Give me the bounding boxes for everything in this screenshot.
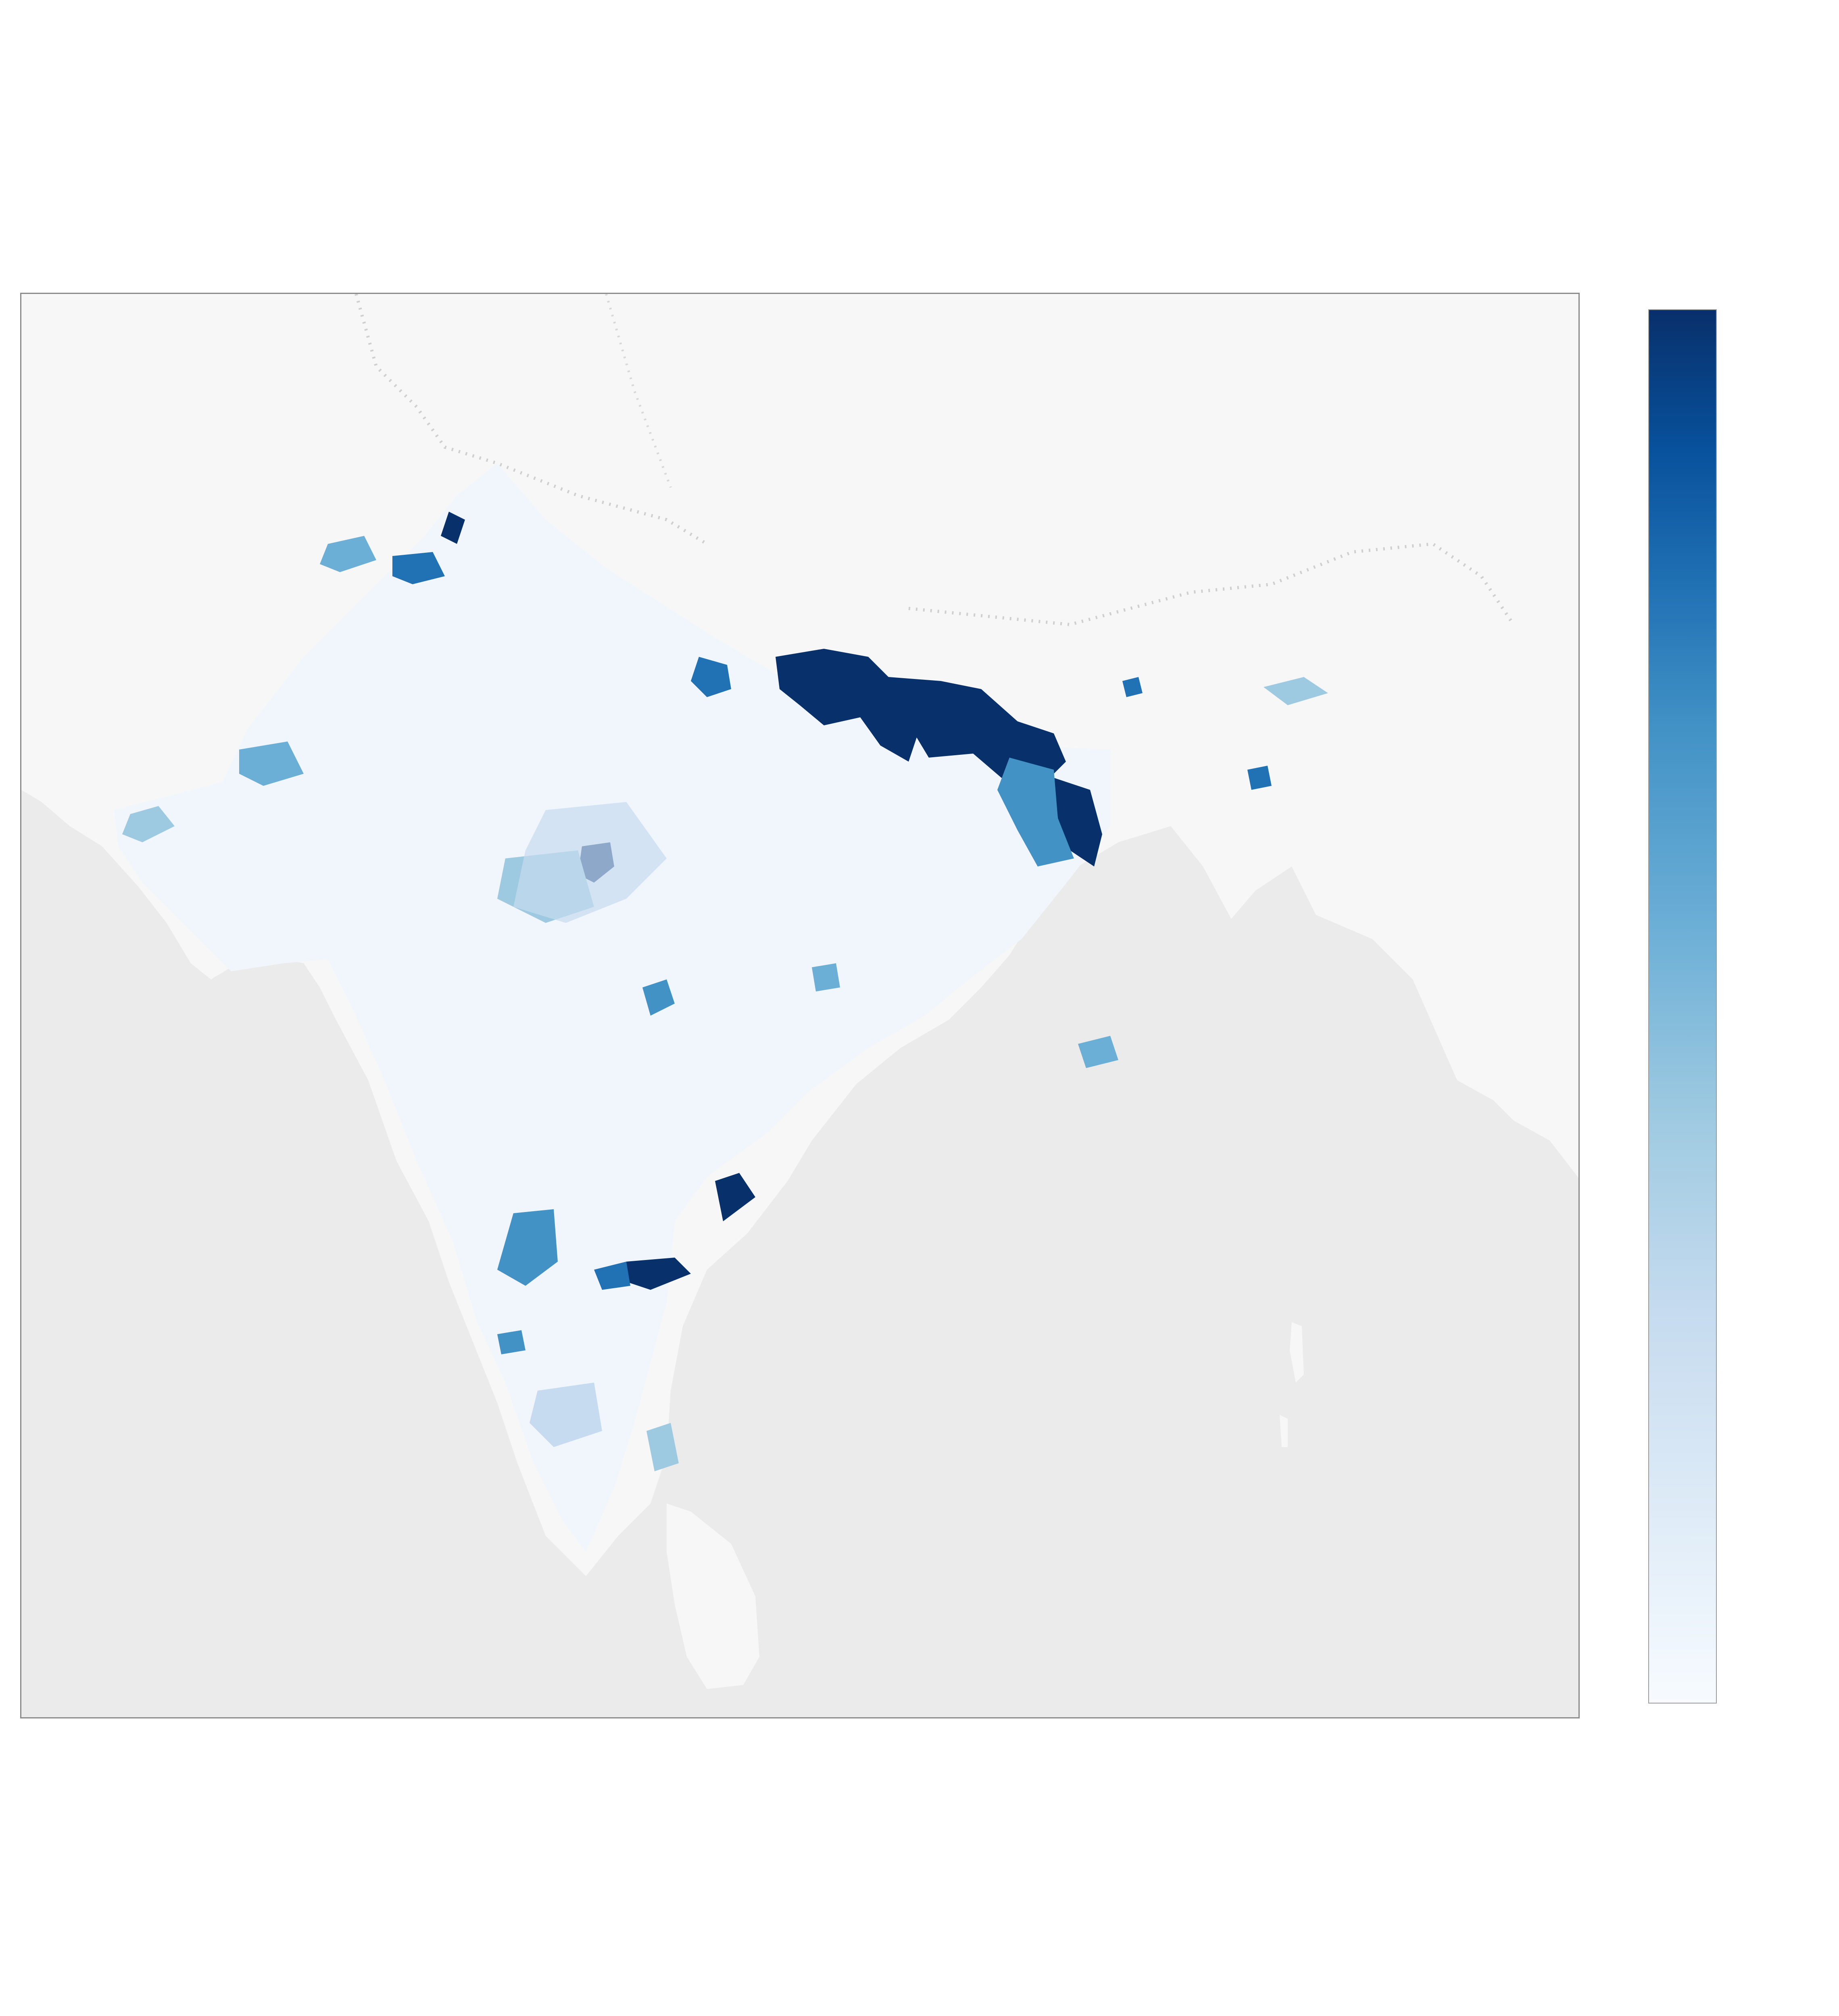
region-mid — [594, 1262, 630, 1290]
flood-regions — [122, 512, 1328, 1471]
region-mid — [1122, 677, 1143, 697]
region-mid — [497, 1209, 558, 1286]
india-land — [114, 463, 1110, 1552]
region-mid — [997, 758, 1074, 866]
region-mid — [392, 552, 445, 584]
andaman-islands — [1290, 1322, 1304, 1383]
sri-lanka-land — [667, 1504, 759, 1689]
region-mid — [812, 963, 840, 991]
region-low — [646, 1423, 679, 1471]
region-mid — [122, 806, 175, 842]
region-mid — [239, 741, 304, 786]
andaman-islands-2 — [1280, 1415, 1288, 1447]
colorbar — [1648, 309, 1717, 1704]
region-mid — [691, 657, 731, 697]
region-mid — [320, 536, 376, 572]
map-panel[interactable] — [20, 293, 1580, 1718]
region-high — [715, 1173, 755, 1221]
region-mid — [642, 979, 675, 1016]
region-mid — [1264, 677, 1328, 705]
region-high — [441, 512, 465, 544]
region-high — [1054, 778, 1102, 866]
region-low — [530, 1383, 602, 1447]
region-low — [1078, 1036, 1118, 1068]
region-high — [776, 649, 1066, 790]
region-high — [626, 1258, 691, 1290]
border-line — [354, 294, 708, 546]
region-mid — [1247, 766, 1272, 790]
region-low — [513, 802, 667, 923]
border-line — [908, 542, 1515, 627]
region-mid — [497, 1330, 525, 1354]
basemap — [21, 294, 1578, 1717]
